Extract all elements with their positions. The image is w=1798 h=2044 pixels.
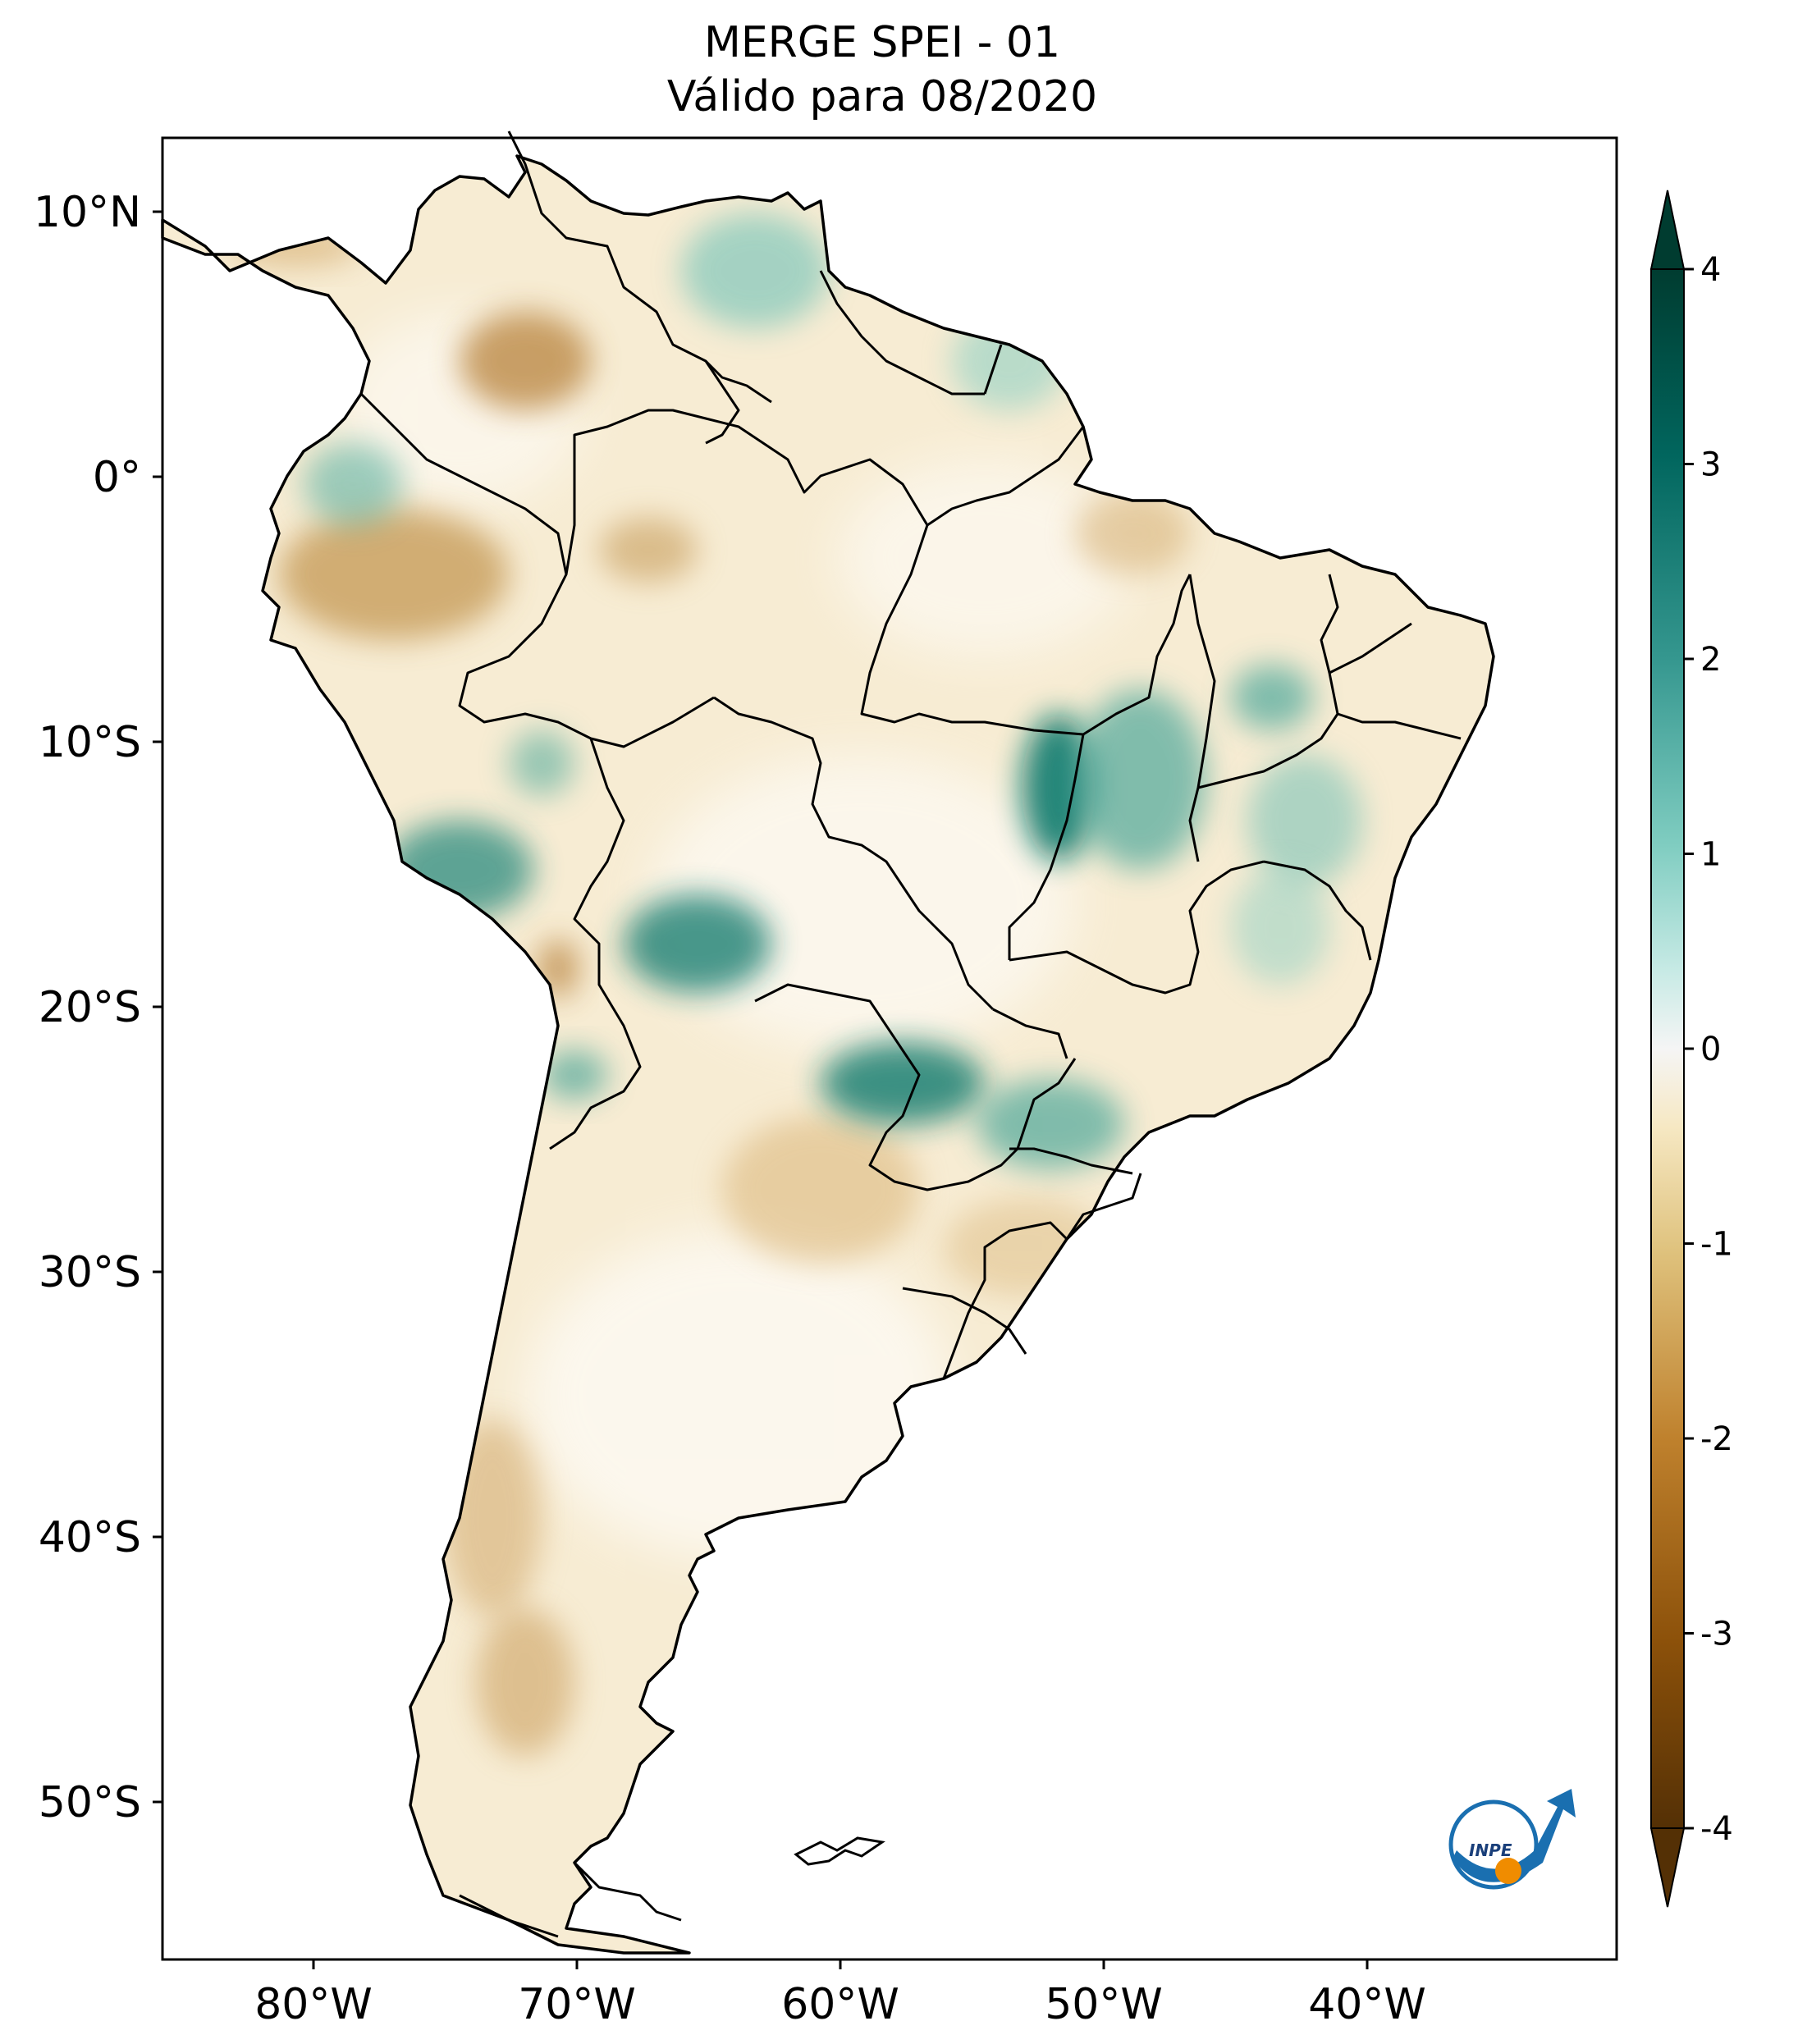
field-patch	[509, 730, 574, 796]
country-border	[1337, 712, 1462, 740]
field-patch	[1231, 665, 1313, 730]
country-border	[1329, 622, 1412, 674]
lat-tick-label: 40°S	[39, 1513, 141, 1562]
field-patch	[681, 213, 829, 328]
country-border	[926, 426, 1085, 527]
colorbar-tick-label: -1	[1700, 1226, 1733, 1264]
colorbar-ticks: 4 3 2 1 0 -1 -2 -3 -4	[1684, 251, 1733, 1848]
field-patch	[525, 1231, 952, 1559]
logo-sun	[1495, 1858, 1521, 1884]
country-border	[1009, 1147, 1133, 1175]
country-border	[713, 696, 995, 1011]
field-patch	[476, 1608, 574, 1756]
colorbar-gradient	[1650, 268, 1685, 1829]
logo-orbit	[1448, 1799, 1539, 1890]
field-patch	[624, 894, 771, 993]
country-borders	[359, 130, 1462, 1938]
lat-tick-label: 30°S	[39, 1248, 141, 1297]
country-border	[860, 524, 1084, 736]
field-patch	[722, 1116, 919, 1264]
latitude-axis: 10°N 0° 10°S 20°S 30°S 40°S 50°S	[34, 188, 162, 1827]
colorbar: 4 3 2 1 0 -1 -2 -3 -4	[1649, 190, 1733, 1908]
country-border	[902, 1287, 1027, 1355]
country-border	[942, 1221, 1068, 1379]
logo-text: INPE	[1469, 1841, 1512, 1860]
country-border	[1009, 860, 1265, 995]
longitude-axis: 80°W 70°W 60°W 50°W 40°W	[254, 1959, 1426, 2029]
lon-tick-label: 40°W	[1308, 1980, 1426, 2029]
land-area	[162, 156, 1494, 1953]
lat-tick-label: 0°	[93, 453, 141, 502]
country-border	[1082, 574, 1192, 736]
field-patch	[279, 509, 509, 640]
colorbar-extend-top	[1649, 190, 1686, 270]
logo-arrow	[1453, 1789, 1576, 1882]
colorbar-tick-label: 3	[1700, 446, 1721, 484]
colorbar-tick-label: 2	[1700, 641, 1721, 679]
country-border	[1188, 574, 1216, 862]
map-title-line2: Válido para 08/2020	[666, 72, 1098, 121]
field-patch	[1231, 870, 1329, 985]
country-border	[549, 738, 642, 1150]
map-frame	[161, 136, 1618, 1961]
lat-tick-label: 20°S	[39, 983, 141, 1032]
field-patch	[1247, 755, 1362, 886]
field-patch	[648, 755, 1075, 1050]
colorbar-tick-label: 1	[1700, 836, 1721, 874]
field-patch	[1022, 714, 1096, 862]
country-border	[754, 983, 1077, 1191]
lat-tick-label: 50°S	[39, 1778, 141, 1827]
country-border	[459, 1894, 559, 1938]
colorbar-tick-label: -4	[1700, 1810, 1733, 1848]
country-border	[1263, 860, 1372, 961]
lon-tick-label: 80°W	[254, 1980, 373, 2029]
field-patch	[837, 460, 1132, 656]
country-border	[1008, 734, 1085, 960]
colorbar-tick-label: -2	[1700, 1420, 1733, 1458]
lat-tick-label: 10°N	[34, 188, 141, 237]
country-border	[992, 1008, 1068, 1059]
spei-field	[230, 213, 1362, 1756]
field-patch	[460, 312, 591, 410]
field-patch	[599, 517, 698, 583]
colorbar-tick-label: 0	[1700, 1031, 1721, 1068]
lon-tick-label: 70°W	[518, 1980, 636, 2029]
map-title-line1: MERGE SPEI - 01	[703, 18, 1061, 67]
field-patch	[1075, 689, 1206, 870]
field-patch	[821, 1042, 985, 1124]
colorbar-tick-label: -3	[1700, 1616, 1733, 1653]
field-patch	[977, 1079, 1124, 1169]
country-border	[573, 1861, 682, 1922]
field-patch	[542, 1050, 607, 1100]
country-border	[704, 360, 740, 445]
lon-tick-label: 60°W	[781, 1980, 899, 2029]
inpe-logo: INPE	[1448, 1789, 1576, 1890]
country-border	[819, 270, 985, 396]
coastline	[161, 154, 1495, 1955]
colorbar-extend-bottom	[1649, 1827, 1686, 1908]
lon-tick-label: 50°W	[1045, 1980, 1163, 2029]
country-border	[507, 130, 772, 404]
country-border	[1065, 1173, 1142, 1240]
country-border	[1197, 574, 1339, 789]
falkland-islands	[794, 1836, 885, 1866]
colorbar-tick-label: 4	[1700, 251, 1721, 289]
country-border	[565, 409, 929, 575]
lat-tick-label: 10°S	[39, 718, 141, 767]
field-patch	[304, 443, 402, 525]
country-border	[983, 344, 1003, 395]
field-patch	[1075, 492, 1190, 574]
